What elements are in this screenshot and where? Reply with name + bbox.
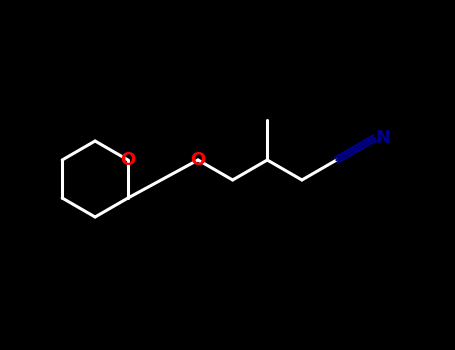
Text: N: N xyxy=(375,129,390,147)
Text: O: O xyxy=(190,151,206,169)
Text: O: O xyxy=(121,151,136,169)
